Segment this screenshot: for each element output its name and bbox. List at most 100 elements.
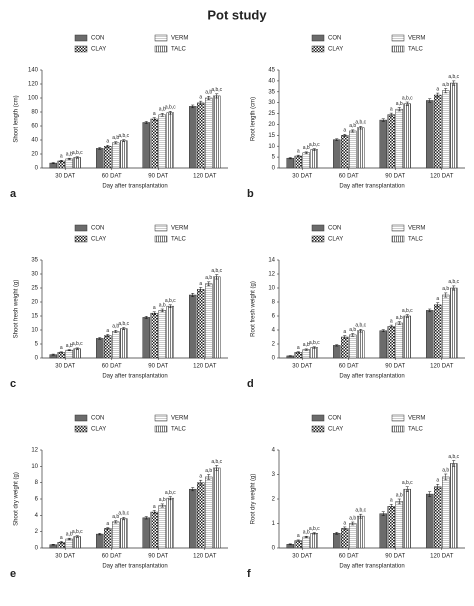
legend-swatch [311, 235, 325, 243]
significance-label: a [106, 328, 109, 334]
x-tick-label: 120 DAT [430, 174, 454, 180]
bar [73, 348, 81, 359]
y-tick-label: 100 [28, 96, 39, 102]
bar [197, 289, 205, 359]
significance-label: a,b [303, 530, 310, 536]
significance-label: a,b [442, 467, 449, 473]
legend-swatch [74, 235, 88, 243]
x-tick-label: 120 DAT [193, 364, 217, 370]
significance-label: a [153, 305, 156, 311]
y-tick-label: 12 [268, 272, 275, 278]
error-bar [152, 117, 156, 121]
legend-swatch [154, 414, 168, 422]
y-tick-label: 120 [28, 82, 39, 88]
error-bar [106, 145, 110, 148]
legend-label: CLAY [91, 427, 106, 433]
error-bar [405, 314, 409, 318]
error-bar [405, 486, 409, 492]
error-bar [144, 316, 148, 319]
significance-label: a,b [442, 82, 449, 88]
error-bar [428, 491, 432, 497]
significance-label: a [153, 504, 156, 510]
bar [349, 130, 357, 169]
legend-label: TALC [408, 237, 424, 243]
bar [434, 486, 442, 549]
bar [104, 146, 112, 169]
significance-label: a,b,c [118, 321, 129, 327]
x-tick-label: 90 DAT [385, 554, 405, 560]
significance-label: a,b [112, 324, 119, 330]
bar [434, 304, 442, 359]
bar [286, 157, 294, 169]
legend-label: CON [91, 226, 104, 232]
x-axis-label: Day after transplantation [339, 374, 404, 380]
x-tick-label: 30 DAT [55, 554, 75, 560]
legend-label: CON [91, 416, 104, 422]
y-tick-label: 0 [272, 356, 276, 362]
figure-title: Pot study [207, 7, 267, 22]
significance-label: a,b [396, 492, 403, 498]
y-tick-label: 10 [31, 328, 38, 334]
bar [379, 119, 387, 169]
legend-swatch [311, 34, 325, 42]
y-tick-label: 14 [268, 258, 275, 264]
y-tick-label: 25 [268, 111, 275, 117]
significance-label: a,b,c [211, 87, 222, 93]
bar [357, 127, 365, 169]
error-bar [152, 311, 156, 315]
bar [379, 330, 387, 359]
bar [65, 538, 73, 549]
bar [379, 513, 387, 549]
y-tick-label: 45 [268, 68, 275, 74]
x-axis-label: Day after transplantation [102, 564, 167, 570]
legend-swatch [154, 235, 168, 243]
bar [189, 294, 197, 359]
error-bar [114, 520, 118, 524]
significance-label: a,b [159, 497, 166, 503]
error-bar [452, 285, 456, 291]
legend-swatch [74, 45, 88, 53]
error-bar [444, 292, 448, 298]
bar [158, 114, 166, 169]
bar [112, 521, 120, 549]
y-axis-label: Root dry weight (g) [251, 474, 257, 525]
error-bar [296, 154, 300, 158]
x-tick-label: 30 DAT [292, 174, 312, 180]
x-tick-label: 60 DAT [339, 174, 359, 180]
significance-label: a,b,c [355, 508, 366, 514]
bar [387, 326, 395, 359]
y-tick-label: 4 [272, 448, 276, 454]
significance-label: a,b [396, 101, 403, 107]
error-bar [51, 162, 55, 164]
significance-label: a,b [205, 275, 212, 281]
bar [205, 283, 213, 359]
error-bar [59, 541, 63, 544]
y-axis-label: Root length (cm) [251, 97, 257, 141]
significance-label: a,b,c [72, 150, 83, 156]
bar [442, 90, 450, 169]
panel: CON CLAY VERM TALC 0 20 40 60 80 100 120 140 30 DAT a… [10, 34, 228, 200]
y-tick-label: 40 [31, 138, 38, 144]
y-tick-label: 20 [31, 300, 38, 306]
significance-label: a [199, 281, 202, 287]
x-tick-label: 120 DAT [430, 364, 454, 370]
y-tick-label: 1 [272, 521, 276, 527]
significance-label: a,b [66, 532, 73, 538]
significance-label: a,b [303, 342, 310, 348]
bar [120, 518, 128, 549]
bar [96, 533, 104, 549]
error-bar [215, 93, 219, 99]
bar [65, 349, 73, 359]
significance-label: a,b,c [402, 308, 413, 314]
error-bar [436, 92, 440, 98]
y-tick-label: 15 [268, 133, 275, 139]
legend-swatch [311, 414, 325, 422]
error-bar [381, 511, 385, 516]
legend-label: VERM [171, 226, 188, 232]
error-bar [59, 160, 63, 162]
significance-label: a,b,c [402, 95, 413, 101]
y-tick-label: 4 [272, 328, 276, 334]
error-bar [207, 281, 211, 287]
bar [213, 95, 221, 169]
